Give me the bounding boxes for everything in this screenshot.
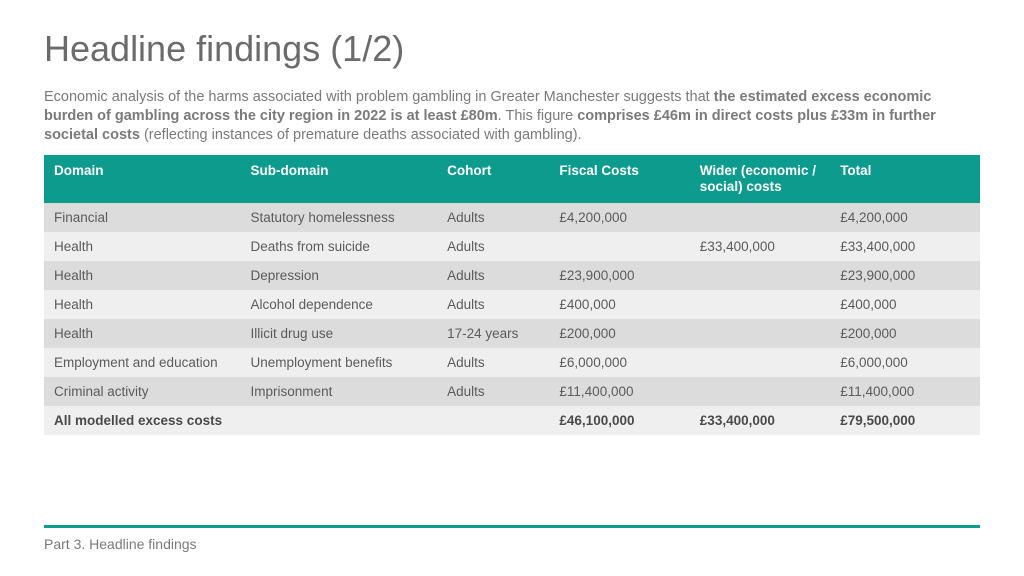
intro-text-1: Economic analysis of the harms associate… [44,89,714,105]
cell: Health [44,290,241,319]
intro-text-2: . This figure [498,108,578,124]
page-title: Headline findings (1/2) [44,28,980,70]
cell: Adults [437,348,549,377]
cell: £400,000 [549,290,689,319]
intro-paragraph: Economic analysis of the harms associate… [44,88,980,145]
cell: £46,100,000 [549,406,689,435]
table-header-row: Domain Sub-domain Cohort Fiscal Costs Wi… [44,155,980,203]
cell: £33,400,000 [690,406,830,435]
cell [690,348,830,377]
cell: Illicit drug use [241,319,438,348]
cell: £23,900,000 [549,261,689,290]
cell: £200,000 [830,319,980,348]
cell: £4,200,000 [549,203,689,232]
table-row: Financial Statutory homelessness Adults … [44,203,980,232]
cell: Financial [44,203,241,232]
cell [437,406,549,435]
costs-table: Domain Sub-domain Cohort Fiscal Costs Wi… [44,155,980,435]
cell: 17-24 years [437,319,549,348]
cell [241,406,438,435]
cell: Adults [437,290,549,319]
cell: All modelled excess costs [44,406,241,435]
cell [690,261,830,290]
cell: Criminal activity [44,377,241,406]
cell: £11,400,000 [549,377,689,406]
cell: Health [44,261,241,290]
cell [549,232,689,261]
cell: Adults [437,203,549,232]
cell: Health [44,232,241,261]
cell: Employment and education [44,348,241,377]
cell: £33,400,000 [830,232,980,261]
table-row: Health Depression Adults £23,900,000 £23… [44,261,980,290]
cell: £4,200,000 [830,203,980,232]
col-subdomain: Sub-domain [241,155,438,203]
cell: Imprisonment [241,377,438,406]
footer-divider [44,525,980,528]
cell: Statutory homelessness [241,203,438,232]
cell: £11,400,000 [830,377,980,406]
col-fiscal: Fiscal Costs [549,155,689,203]
cell: £6,000,000 [549,348,689,377]
table-row: Health Deaths from suicide Adults £33,40… [44,232,980,261]
cell: £6,000,000 [830,348,980,377]
table-total-row: All modelled excess costs £46,100,000 £3… [44,406,980,435]
cell [690,319,830,348]
cell: £200,000 [549,319,689,348]
slide-footer: Part 3. Headline findings [44,525,980,552]
table-row: Health Illicit drug use 17-24 years £200… [44,319,980,348]
cell [690,290,830,319]
cell: Unemployment benefits [241,348,438,377]
table-row: Employment and education Unemployment be… [44,348,980,377]
col-domain: Domain [44,155,241,203]
cell [690,377,830,406]
footer-text: Part 3. Headline findings [44,536,980,552]
slide: Headline findings (1/2) Economic analysi… [0,0,1024,576]
table-row: Criminal activity Imprisonment Adults £1… [44,377,980,406]
cell: Adults [437,377,549,406]
cell: £23,900,000 [830,261,980,290]
intro-text-3: (reflecting instances of premature death… [144,127,582,143]
cell [690,203,830,232]
cell: Health [44,319,241,348]
col-total: Total [830,155,980,203]
cell: Deaths from suicide [241,232,438,261]
table-row: Health Alcohol dependence Adults £400,00… [44,290,980,319]
col-cohort: Cohort [437,155,549,203]
cell: Adults [437,232,549,261]
cell: Alcohol dependence [241,290,438,319]
cell: £79,500,000 [830,406,980,435]
cell: Adults [437,261,549,290]
cell: Depression [241,261,438,290]
cell: £33,400,000 [690,232,830,261]
col-wider: Wider (economic / social) costs [690,155,830,203]
cell: £400,000 [830,290,980,319]
